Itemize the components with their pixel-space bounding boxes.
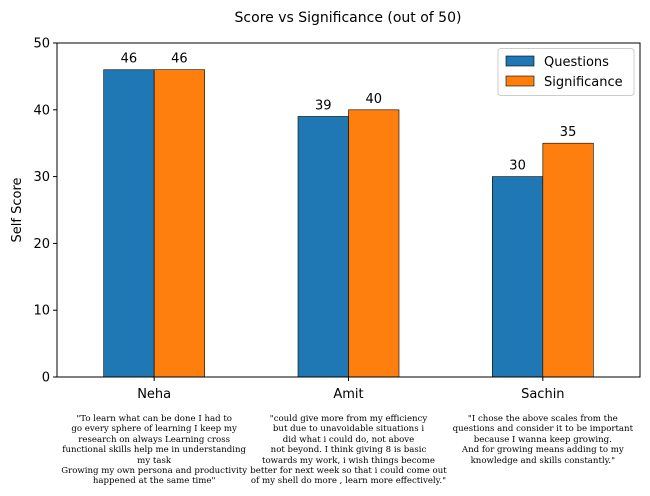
quote-amit: "could give more from my efficiency but … xyxy=(250,414,447,487)
y-tick-label: 30 xyxy=(33,170,50,185)
bar-significance-neha xyxy=(153,69,205,378)
quote-sachin: "I chose the above scales from the quest… xyxy=(452,414,634,466)
bar-questions-sachin xyxy=(492,176,544,378)
data-label: 46 xyxy=(121,52,138,67)
x-tick-label: Neha xyxy=(137,387,171,402)
quote-neha: "To learn what can be done I had to go e… xyxy=(61,414,248,487)
bar-questions-amit xyxy=(297,116,349,378)
data-label: 39 xyxy=(315,98,332,113)
legend: Questions Significance xyxy=(497,48,635,96)
data-label: 40 xyxy=(365,92,382,107)
legend-label: Significance xyxy=(544,75,623,90)
y-axis-label: Self Score xyxy=(10,178,25,243)
data-label: 46 xyxy=(171,52,188,67)
x-tick-label: Sachin xyxy=(521,387,564,402)
data-label: 30 xyxy=(509,159,526,174)
data-label: 35 xyxy=(560,125,577,140)
x-axis: Neha Amit Sachin xyxy=(137,377,565,402)
y-axis: 0 10 20 30 40 50 xyxy=(33,37,57,386)
bar-significance-amit xyxy=(348,109,400,378)
plot-frame xyxy=(56,42,641,378)
bar-questions-neha xyxy=(103,69,155,378)
y-tick-label: 50 xyxy=(33,37,50,52)
x-tick-label: Amit xyxy=(333,387,363,402)
bars-group: 46 46 39 40 30 35 xyxy=(103,52,594,378)
legend-swatch-questions xyxy=(505,55,535,67)
bar-significance-sachin xyxy=(542,142,594,378)
y-tick-label: 40 xyxy=(33,103,50,118)
legend-label: Questions xyxy=(544,55,609,70)
legend-swatch-significance xyxy=(505,75,535,87)
y-tick-label: 0 xyxy=(42,371,50,386)
chart-title: Score vs Significance (out of 50) xyxy=(235,10,462,26)
y-tick-label: 20 xyxy=(33,237,50,252)
y-tick-label: 10 xyxy=(33,304,50,319)
